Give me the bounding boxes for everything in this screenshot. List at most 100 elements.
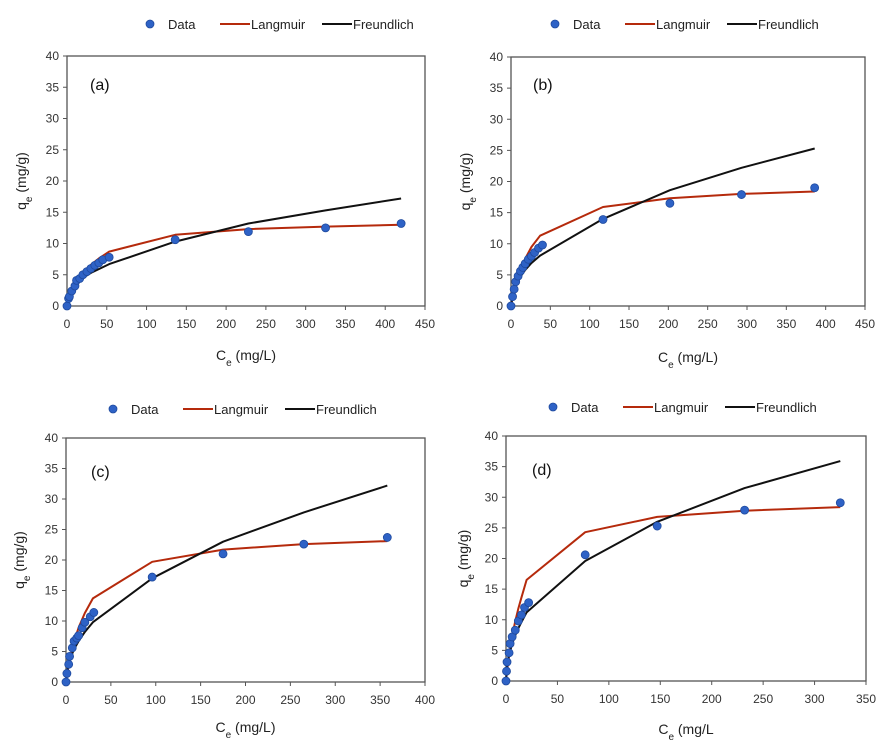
y-tick-label: 0	[52, 299, 59, 313]
data-point	[502, 657, 512, 667]
x-axis-title: Ce (mg/L	[658, 721, 714, 743]
legend-label-freundlich: Freundlich	[756, 400, 817, 415]
panel-label: (d)	[532, 462, 552, 479]
x-tick-label: 400	[375, 317, 395, 331]
legend: Data Langmuir Freundlich	[550, 17, 819, 32]
y-tick-label: 0	[51, 675, 58, 689]
series-line-langmuir	[505, 506, 841, 682]
data-point	[737, 190, 746, 199]
y-tick-label: 15	[485, 582, 499, 596]
data-point	[89, 608, 99, 617]
data-point	[810, 183, 820, 193]
y-tick-label: 25	[490, 143, 504, 157]
y-tick-label: 25	[485, 521, 499, 535]
data-point	[835, 498, 845, 508]
data-point	[104, 252, 114, 262]
y-axis-title: qe (mg/g)	[11, 531, 33, 589]
y-tick-label: 35	[45, 462, 59, 476]
x-tick-label: 250	[753, 692, 773, 706]
y-tick-label: 20	[490, 175, 504, 189]
x-tick-label: 300	[296, 317, 316, 331]
y-tick-label: 20	[46, 174, 60, 188]
y-tick-label: 5	[496, 268, 503, 282]
x-tick-label: 150	[619, 317, 639, 331]
plot-area-frame	[505, 435, 867, 682]
legend-label-langmuir: Langmuir	[251, 17, 306, 32]
x-tick-label: 100	[137, 317, 157, 331]
y-tick-label: 30	[490, 112, 504, 126]
y-tick-label: 35	[490, 81, 504, 95]
x-tick-label: 200	[216, 317, 236, 331]
y-axis-title: qe (mg/g)	[455, 530, 477, 588]
data-point	[396, 219, 406, 228]
data-point	[74, 631, 83, 641]
y-tick-label: 15	[490, 206, 504, 220]
series-line-freundlich	[66, 197, 402, 307]
x-tick-label: 150	[650, 692, 670, 706]
series-line-langmuir	[66, 223, 402, 307]
x-tick-label: 450	[415, 317, 435, 331]
y-tick-label: 40	[485, 429, 499, 443]
y-tick-label: 40	[46, 49, 60, 63]
data-point	[740, 505, 750, 515]
y-tick-label: 35	[485, 460, 499, 474]
series-line-freundlich	[65, 484, 388, 683]
y-tick-label: 40	[490, 50, 504, 64]
legend-marker-data	[548, 402, 558, 412]
data-point	[147, 572, 157, 582]
legend-label-freundlich: Freundlich	[758, 17, 819, 32]
x-tick-label: 200	[702, 692, 722, 706]
y-tick-label: 0	[491, 674, 498, 688]
legend-label-data: Data	[168, 17, 196, 32]
y-tick-label: 5	[52, 268, 59, 282]
data-point	[321, 223, 330, 233]
data-point	[652, 521, 662, 531]
data-point	[218, 549, 228, 559]
legend-label-langmuir: Langmuir	[656, 17, 711, 32]
x-tick-label: 300	[737, 317, 757, 331]
legend-label-freundlich: Freundlich	[353, 17, 414, 32]
plot-area-frame	[65, 437, 426, 683]
data-point	[170, 235, 180, 245]
series-line-freundlich	[505, 460, 841, 682]
data-point	[80, 617, 90, 627]
data-point	[580, 550, 590, 560]
data-point	[506, 301, 516, 311]
y-tick-label: 20	[485, 552, 499, 566]
x-tick-label: 200	[235, 693, 255, 707]
x-tick-label: 150	[176, 317, 196, 331]
y-axis-title: qe (mg/g)	[13, 152, 35, 210]
data-point	[299, 539, 309, 549]
y-tick-label: 40	[45, 431, 59, 445]
legend-label-langmuir: Langmuir	[214, 402, 269, 417]
x-tick-label: 50	[100, 317, 114, 331]
x-tick-label: 350	[370, 693, 390, 707]
data-point	[243, 227, 253, 237]
plot-area-frame	[66, 55, 426, 307]
y-tick-label: 10	[46, 237, 60, 251]
panel-label: (a)	[90, 77, 110, 94]
x-tick-label: 250	[280, 693, 300, 707]
y-tick-label: 30	[46, 112, 60, 126]
x-tick-label: 250	[256, 317, 276, 331]
legend-label-data: Data	[131, 402, 159, 417]
x-tick-label: 350	[335, 317, 355, 331]
x-tick-label: 250	[698, 317, 718, 331]
y-tick-label: 35	[46, 80, 60, 94]
x-tick-label: 350	[856, 692, 876, 706]
data-point	[62, 301, 72, 311]
plot-area-frame	[510, 56, 866, 307]
data-point	[61, 677, 71, 687]
data-point	[62, 669, 72, 678]
x-tick-label: 0	[63, 693, 70, 707]
data-point	[501, 676, 511, 686]
x-tick-label: 400	[816, 317, 836, 331]
series-line-langmuir	[510, 190, 815, 307]
y-axis-title: qe (mg/g)	[457, 153, 479, 211]
series-line-langmuir	[65, 540, 388, 683]
y-tick-label: 25	[45, 523, 59, 537]
x-tick-label: 0	[503, 692, 510, 706]
